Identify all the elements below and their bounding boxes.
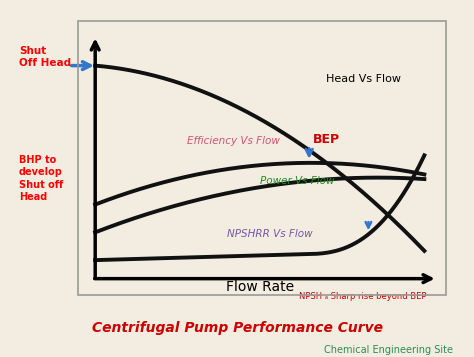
Text: NPSHRR Vs Flow: NPSHRR Vs Flow bbox=[227, 229, 312, 239]
Text: BHP to
develop
Shut off
Head: BHP to develop Shut off Head bbox=[19, 155, 63, 202]
Text: Head Vs Flow: Head Vs Flow bbox=[326, 74, 401, 84]
Text: Efficiency Vs Flow: Efficiency Vs Flow bbox=[187, 136, 280, 146]
Text: Power Vs Flow: Power Vs Flow bbox=[260, 176, 334, 186]
Text: Flow Rate: Flow Rate bbox=[226, 280, 294, 295]
Text: Chemical Engineering Site: Chemical Engineering Site bbox=[324, 346, 453, 356]
Text: NPSH ₐ Sharp rise beyond BEP: NPSH ₐ Sharp rise beyond BEP bbox=[299, 292, 427, 302]
Text: Shut
Off Head: Shut Off Head bbox=[19, 46, 71, 68]
Text: Centrifugal Pump Performance Curve: Centrifugal Pump Performance Curve bbox=[91, 321, 383, 335]
Text: BEP: BEP bbox=[312, 133, 339, 146]
